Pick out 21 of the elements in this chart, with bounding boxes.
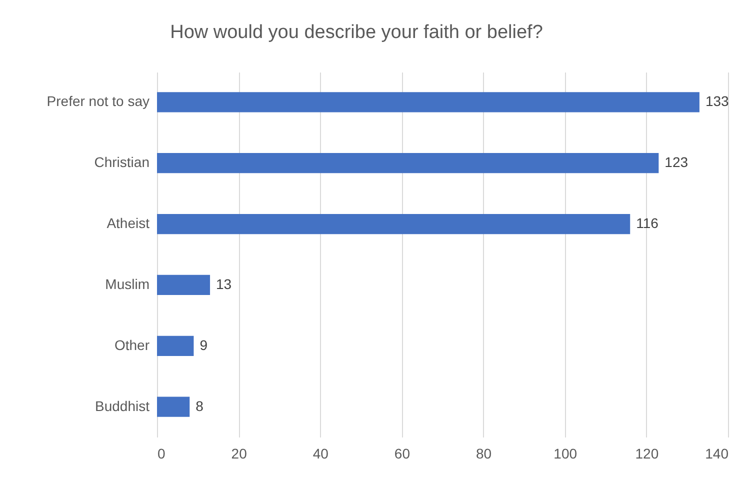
y-tick-label: Christian: [94, 154, 150, 170]
x-tick-label: 60: [394, 446, 410, 462]
x-tick-label: 20: [231, 446, 248, 462]
y-tick-label: Prefer not to say: [46, 93, 150, 110]
data-label: 13: [216, 276, 232, 292]
data-label: 123: [664, 154, 688, 170]
y-tick-label: Atheist: [106, 215, 150, 232]
x-tick-label: 0: [158, 446, 166, 462]
x-tick-label: 140: [705, 446, 729, 462]
x-tick-label: 120: [635, 446, 659, 462]
x-tick-label: 80: [476, 446, 492, 462]
data-label: 9: [200, 336, 208, 353]
chart-title: How would you describe your faith or belief?: [170, 22, 543, 43]
x-tick-label: 40: [312, 446, 329, 462]
y-tick-label: Muslim: [105, 276, 150, 292]
y-tick-label: Other: [114, 336, 150, 353]
x-tick-label: 100: [554, 446, 578, 462]
data-label: 8: [196, 398, 204, 414]
data-label: 133: [705, 93, 730, 110]
y-tick-label: Buddhist: [95, 398, 150, 414]
data-label: 116: [636, 215, 659, 232]
